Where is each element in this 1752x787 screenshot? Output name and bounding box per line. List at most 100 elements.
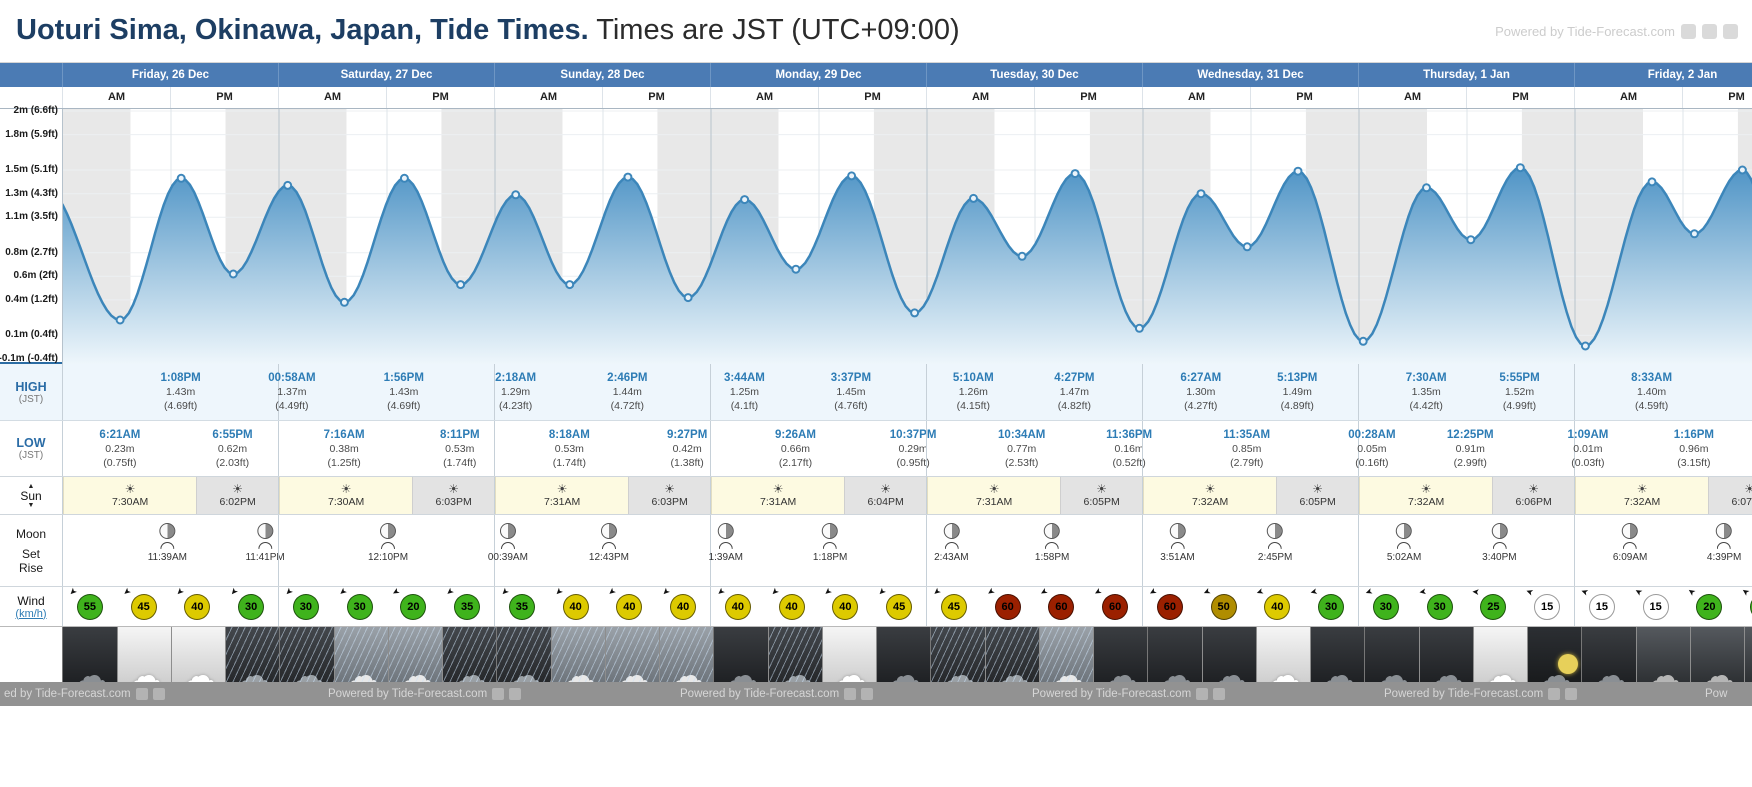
weather-icon-cloud-light: ☁ [117, 627, 171, 682]
moon-phase-icon [943, 523, 960, 539]
moon-time: 5:02AM [1386, 552, 1422, 563]
tide-extreme-marker [399, 173, 409, 183]
wind-speed-badge: 50 [1210, 593, 1237, 620]
wind-speed-badge: 30 [346, 593, 373, 620]
wind-cell: ➤ 35 ➤ 40 ➤ 40 ➤ 40 [494, 585, 710, 626]
tide-time: 1:16PM [1673, 429, 1715, 441]
powered-by-link[interactable]: ed by Tide-Forecast.com [4, 688, 131, 700]
tide-height-ft: (0.16ft) [1355, 456, 1389, 469]
tide-time: 1:56PM [383, 372, 424, 384]
low-tide-entry: 6:55PM 0.62m (2.03ft) [212, 428, 252, 470]
social-icon[interactable] [492, 688, 505, 700]
moon-rise-set-arc-icon [1397, 542, 1412, 549]
weather-icon-storm: ☁ [63, 627, 117, 682]
footer: ed by Tide-Forecast.com Powered by Tide-F… [0, 682, 1752, 706]
tide-extreme-marker [176, 173, 186, 183]
low-tide-entry: 00:28AM 0.05m (0.16ft) [1348, 428, 1395, 470]
social-icon[interactable] [1565, 688, 1578, 700]
weather-icon-rain: ☁ [551, 627, 605, 682]
cloud-icon: ☁ [777, 655, 814, 683]
moon-event: 12:10PM [368, 523, 408, 563]
tide-time: 5:13PM [1277, 372, 1318, 384]
moon-rise-set-arc-icon [1268, 542, 1283, 549]
cloud-icon: ☁ [1319, 655, 1356, 683]
pm-label: PM [170, 87, 278, 108]
wind-speed-badge: 40 [1264, 593, 1291, 620]
tide-chart [44, 109, 1752, 364]
moon-cell: 2:43AM 1:58PM [926, 515, 1142, 586]
wind-direction-arrow-icon: ➤ [390, 585, 403, 598]
powered-by-link[interactable]: Powered by Tide-Forecast.com [1495, 24, 1675, 39]
wind-badge: ➤ 30 [1309, 586, 1345, 620]
tide-height-ft: (4.82ft) [1057, 399, 1091, 412]
moon-event: 11:41PM [245, 523, 285, 563]
wind-row-label: Wind (km/h) [0, 587, 62, 626]
pm-label: PM [1682, 87, 1752, 108]
wind-speed-badge: 60 [1102, 593, 1129, 620]
moon-rise-set-arc-icon [1045, 542, 1060, 549]
powered-by-link[interactable]: Powered by Tide-Forecast.com [680, 688, 840, 700]
tide-extreme-marker [339, 297, 349, 307]
social-icon[interactable] [861, 688, 874, 700]
sunrise-cell: ☀ 7:30AM [279, 477, 413, 514]
am-label: AM [62, 87, 170, 108]
powered-by-link[interactable]: Pow [1705, 688, 1728, 700]
am-label: AM [278, 87, 386, 108]
tide-height-m: 0.96m [1679, 442, 1709, 455]
cloud-icon: ☁ [1482, 655, 1519, 683]
tide-time: 11:36PM [1106, 429, 1153, 441]
social-icon[interactable] [1548, 688, 1561, 700]
social-icon[interactable] [844, 688, 857, 700]
wind-cell: ➤ 55 ➤ 45 ➤ 40 ➤ 30 [62, 585, 278, 626]
weather-icon-rain-dark: ☁ [280, 627, 334, 682]
high-tide-entry: 3:37PM 1.45m (4.76ft) [831, 371, 871, 413]
tide-time: 6:21AM [99, 429, 141, 441]
tide-height-m: 1.47m [1059, 385, 1089, 398]
cloud-icon: ☁ [831, 655, 868, 683]
social-icon[interactable] [152, 688, 165, 700]
social-icon[interactable] [509, 688, 522, 700]
tide-time: 00:58AM [268, 372, 316, 384]
wind-badge: ➤ 30 [1364, 585, 1399, 620]
sunset-time: 6:06PM [1515, 496, 1552, 508]
social-icon[interactable] [1196, 688, 1209, 700]
powered-by-link[interactable]: Powered by Tide-Forecast.com [328, 688, 488, 700]
footer-powered-by: Pow [1705, 682, 1727, 706]
tide-low-cell: 10:34AM 0.77m (2.53ft) 11:36PM 0.16m (0.52ft) [926, 421, 1152, 476]
moon-event: 3:40PM [1482, 523, 1517, 563]
moon-phase-icon [1491, 523, 1508, 539]
weather-icon-rain: ☁ [605, 627, 659, 682]
moon-phase-icon [1396, 523, 1413, 539]
ampm-cell: AM PM [1358, 87, 1574, 108]
powered-by-link[interactable]: Powered by Tide-Forecast.com [1384, 688, 1544, 700]
am-label: AM [1358, 87, 1466, 108]
moon-rise-set-arc-icon [1623, 542, 1638, 549]
weather-icon-storm: ☁ [1148, 627, 1202, 682]
tide-low-cell: 7:16AM 0.38m (1.25ft) 8:11PM 0.53m (1.74ft) [278, 421, 494, 476]
social-icon[interactable] [1681, 24, 1696, 39]
social-icon[interactable] [1213, 688, 1226, 700]
social-icon[interactable] [1702, 24, 1717, 39]
sunrise-time: 7:31AM [976, 496, 1013, 508]
wind-speed-badge: 40 [832, 593, 859, 620]
sun-cell: ☀ 7:30AM ☀ 6:03PM [278, 477, 494, 514]
sunrise-cell: ☀ 7:31AM [711, 477, 845, 514]
tide-time: 00:28AM [1348, 429, 1396, 441]
am-label: AM [1574, 87, 1682, 108]
am-label: AM [1142, 87, 1250, 108]
sun-cell: ☀ 7:31AM ☀ 6:03PM [494, 477, 710, 514]
social-icon[interactable] [135, 688, 148, 700]
powered-by-link[interactable]: Powered by Tide-Forecast.com [1032, 688, 1192, 700]
tide-height-m: 1.30m [1186, 385, 1216, 398]
wind-unit-link[interactable]: (km/h) [15, 607, 47, 620]
high-tide-entry: 2:18AM 1.29m (4.23ft) [495, 371, 536, 413]
weather-icon-rain-dark: ☁ [931, 627, 985, 682]
sunrise-time: 7:32AM [1192, 496, 1229, 508]
cloud-icon: ☁ [1374, 655, 1410, 683]
cloud-icon: ☁ [885, 655, 922, 683]
tide-extreme-marker [1293, 166, 1303, 176]
axis-tick-label: 2m (6.6ft) [13, 105, 58, 116]
social-icon[interactable] [1723, 24, 1738, 39]
cloud-icon: ☁ [234, 655, 271, 683]
